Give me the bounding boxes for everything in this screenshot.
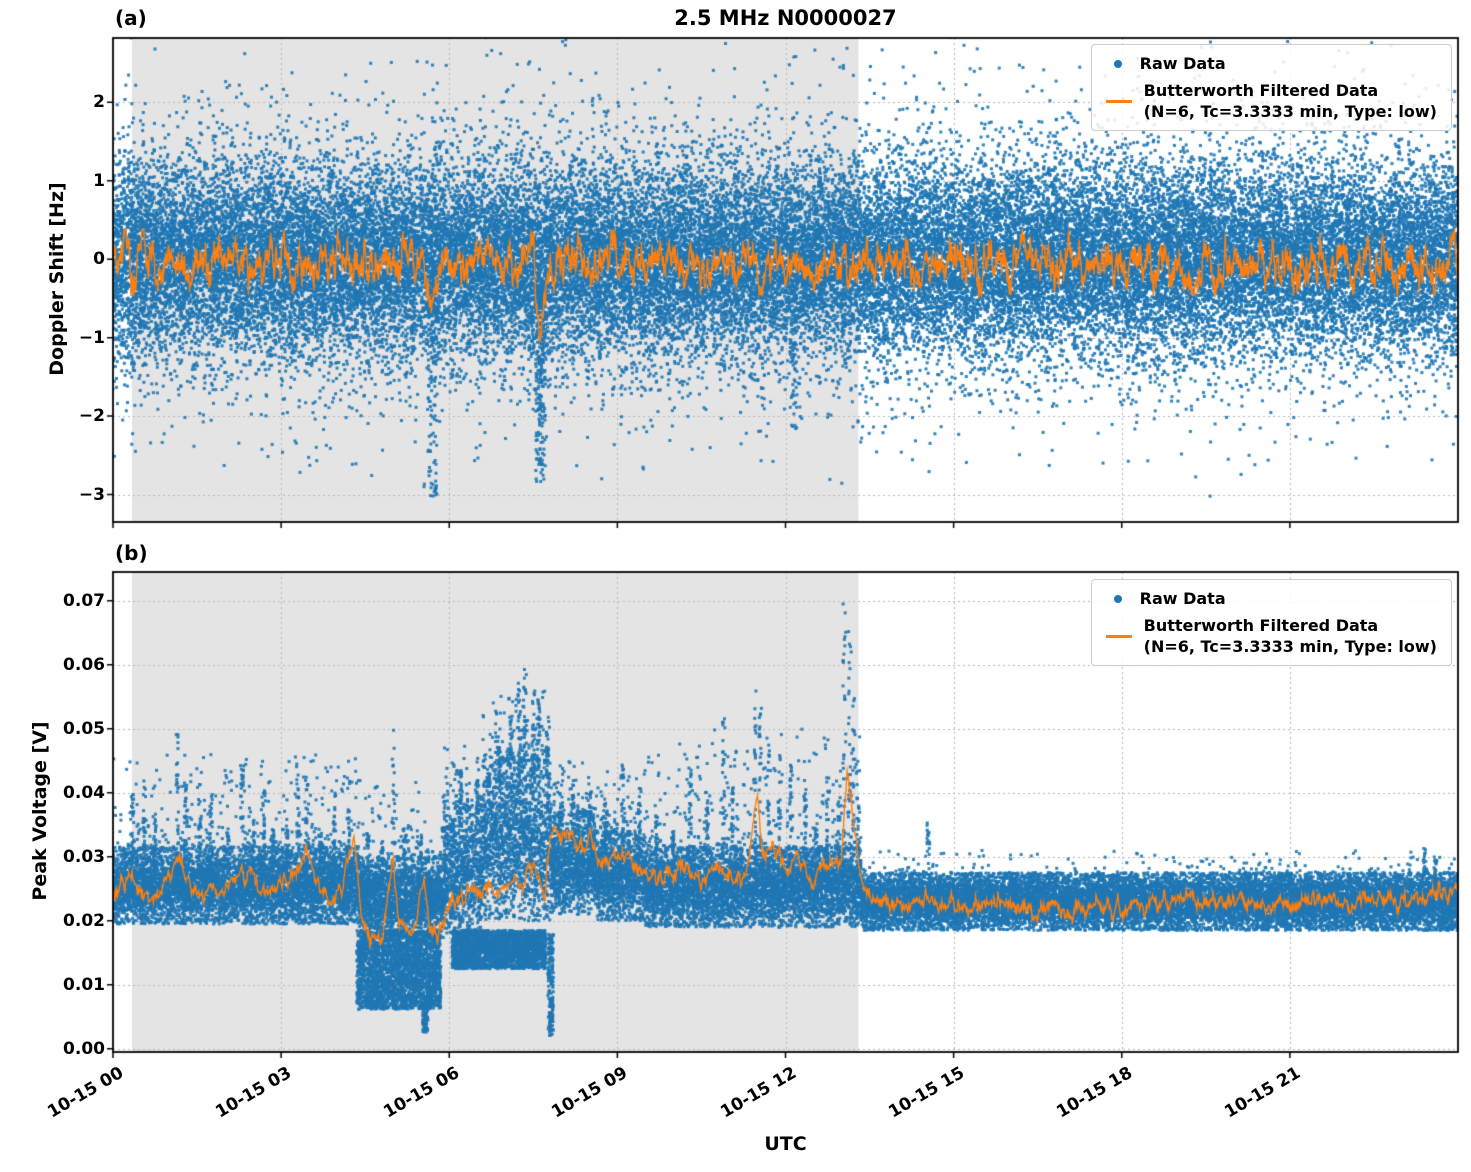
legend-raw-label: Raw Data (1139, 54, 1226, 73)
y-tick-label-a: −3 (78, 484, 105, 505)
y-tick-label-b: 0.05 (63, 718, 105, 739)
y-tick-label-b: 0.04 (63, 782, 105, 803)
y-tick-label-b: 0.00 (63, 1038, 105, 1059)
legend-entry-filtered: Butterworth Filtered Data (N=6, Tc=3.333… (1105, 615, 1437, 657)
y-tick-label-b: 0.01 (63, 974, 105, 995)
y-tick-label-a: 1 (93, 170, 105, 191)
legend-raw-label: Raw Data (1139, 589, 1226, 608)
legend-entry-filtered: Butterworth Filtered Data (N=6, Tc=3.333… (1105, 80, 1437, 122)
y-tick-label-b: 0.07 (63, 590, 105, 611)
y-tick-label-b: 0.06 (63, 654, 105, 675)
y-tick-label-a: 0 (93, 249, 105, 270)
y-tick-label-a: −2 (78, 406, 105, 427)
legend-panel-a: Raw Data Butterworth Filtered Data (N=6,… (1090, 44, 1452, 131)
y-tick-label-a: 2 (93, 92, 105, 113)
panel-a-label: (a) (115, 6, 147, 30)
legend-entry-raw: Raw Data (1106, 53, 1437, 74)
legend-filtered-label-line1: Butterworth Filtered Data (1143, 616, 1379, 635)
raw-data-marker-icon (1113, 594, 1122, 603)
x-axis-label-utc: UTC (764, 1133, 807, 1155)
chart-title: 2.5 MHz N0000027 (674, 6, 897, 30)
y-tick-label-a: −1 (78, 327, 105, 348)
legend-panel-b: Raw Data Butterworth Filtered Data (N=6,… (1090, 579, 1452, 666)
legend-filtered-label-line2: (N=6, Tc=3.3333 min, Type: low) (1143, 102, 1437, 121)
legend-filtered-label-line1: Butterworth Filtered Data (1143, 81, 1379, 100)
filtered-line-marker-icon (1105, 99, 1132, 103)
y-axis-label-doppler: Doppler Shift [Hz] (46, 182, 68, 376)
y-tick-label-b: 0.02 (63, 910, 105, 931)
legend-filtered-label-line2: (N=6, Tc=3.3333 min, Type: low) (1143, 637, 1437, 656)
filtered-line-marker-icon (1105, 634, 1132, 638)
legend-filtered-label: Butterworth Filtered Data (N=6, Tc=3.333… (1144, 615, 1437, 657)
legend-filtered-label: Butterworth Filtered Data (N=6, Tc=3.333… (1144, 80, 1437, 122)
panel-b-label: (b) (115, 541, 148, 565)
y-tick-label-b: 0.03 (63, 846, 105, 867)
raw-data-marker-icon (1113, 59, 1122, 68)
legend-entry-raw: Raw Data (1106, 588, 1437, 609)
